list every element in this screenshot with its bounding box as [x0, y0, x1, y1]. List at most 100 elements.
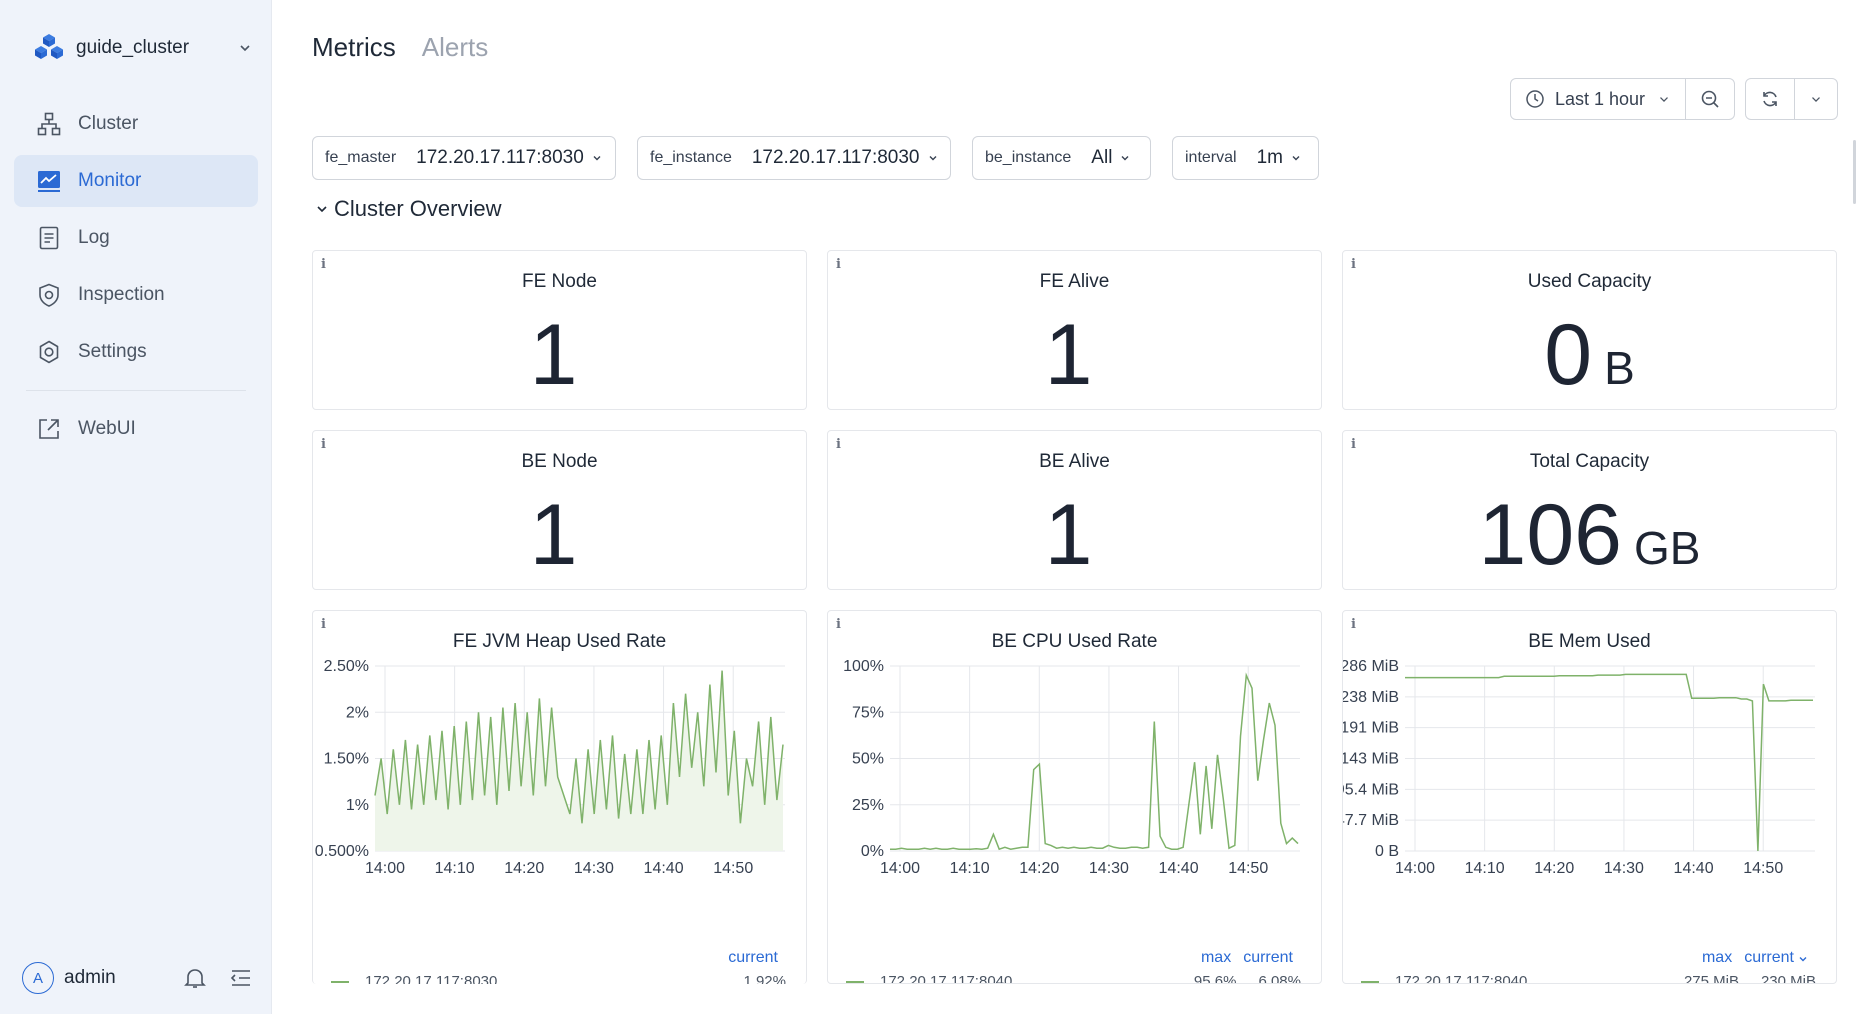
stat-value: 106 GB [1343, 485, 1836, 585]
refresh-button[interactable] [1746, 79, 1794, 119]
y-tick-label: 286 MiB [1343, 658, 1399, 675]
info-icon[interactable]: i [836, 617, 841, 632]
series-line [1405, 673, 1813, 852]
zoom-out-icon [1701, 90, 1719, 108]
user-area: A admin [22, 958, 254, 998]
filter-fe-instance[interactable]: fe_instance 172.20.17.117:8030 [637, 136, 951, 180]
cluster-logo-icon [35, 34, 63, 59]
sidebar-item-log[interactable]: Log [14, 212, 258, 264]
legend-value: 275 MiB [1683, 973, 1739, 984]
info-icon[interactable]: i [1351, 617, 1356, 632]
stat-number: 0 [1544, 307, 1593, 403]
filter-fe-master[interactable]: fe_master 172.20.17.117:8030 [312, 136, 616, 180]
stat-number: 1 [529, 307, 578, 403]
series-line [374, 670, 784, 824]
chevron-down-icon [1292, 156, 1300, 161]
stat-number: 106 [1478, 487, 1623, 583]
chevron-down-icon [929, 156, 936, 161]
legend-col-max[interactable]: max [1200, 949, 1232, 966]
info-icon[interactable]: i [1351, 437, 1356, 452]
avatar[interactable]: A [22, 962, 54, 994]
filter-interval[interactable]: interval 1m [1172, 136, 1319, 180]
legend-series-name: 172.20.17.117:8040 [880, 973, 1013, 984]
legend-row[interactable]: 172.20.17.117:8040 95.6% 6.08% [846, 973, 1301, 984]
info-icon[interactable]: i [836, 257, 841, 272]
x-tick-label: 14:20 [504, 860, 544, 877]
legend-col-current[interactable]: current [1744, 949, 1794, 966]
y-tick-label: 50% [852, 751, 884, 768]
username[interactable]: admin [64, 967, 116, 988]
cluster-switcher[interactable]: guide_cluster [32, 28, 252, 68]
tab-alerts[interactable]: Alerts [421, 32, 489, 62]
x-tick-label: 14:00 [1395, 860, 1435, 877]
legend-col-max[interactable]: max [1701, 949, 1733, 966]
tab-metrics[interactable]: Metrics [312, 32, 396, 62]
info-icon[interactable]: i [321, 617, 326, 632]
chevron-down-icon [1660, 97, 1668, 102]
info-icon[interactable]: i [321, 437, 326, 452]
collapse-menu-icon[interactable] [228, 965, 254, 991]
chevron-down-icon[interactable] [1798, 954, 1808, 964]
x-tick-label: 14:20 [1534, 860, 1574, 877]
panel-title: Total Capacity [1529, 451, 1650, 472]
scrollbar[interactable] [1853, 140, 1856, 204]
shield-icon [39, 283, 59, 307]
filter-be-instance[interactable]: be_instance All [972, 136, 1151, 180]
stat-number: 1 [529, 487, 578, 583]
bell-icon[interactable] [182, 965, 208, 991]
chevron-down-icon [317, 206, 327, 213]
refresh-interval-dropdown[interactable] [1794, 79, 1837, 119]
filter-value: All [1091, 147, 1113, 168]
x-tick-label: 14:00 [365, 860, 405, 877]
clock-icon [1526, 90, 1544, 108]
cluster-name: guide_cluster [76, 37, 190, 58]
series-area [375, 670, 783, 851]
y-tick-label: 143 MiB [1343, 751, 1399, 768]
info-icon[interactable]: i [1351, 257, 1356, 272]
stat-panel: i BE Alive 1 [827, 430, 1322, 590]
legend-row[interactable]: 172.20.17.117:8030 1.92% [331, 973, 786, 984]
legend-row[interactable]: 172.20.17.117:8040 275 MiB 230 MiB [1361, 973, 1816, 984]
top-tabs: Metrics Alerts [312, 32, 488, 63]
chevron-down-icon [1121, 156, 1129, 161]
sidebar-item-cluster[interactable]: Cluster [14, 98, 258, 150]
sidebar-item-webui[interactable]: WebUI [14, 403, 258, 455]
stat-panel: i Total Capacity 106 GB [1342, 430, 1837, 590]
chevron-down-icon [1812, 97, 1820, 102]
panel-title: BE Alive [1039, 451, 1110, 472]
chevron-down-icon [593, 156, 601, 161]
filter-value: 1m [1256, 147, 1283, 168]
y-tick-label: 2% [346, 704, 369, 721]
filter-value: 172.20.17.117:8030 [751, 147, 920, 168]
legend-header: current [728, 949, 778, 967]
sidebar-item-settings[interactable]: Settings [14, 326, 258, 378]
y-tick-label: 191 MiB [1343, 720, 1399, 737]
x-tick-label: 14:50 [1743, 860, 1783, 877]
sidebar-item-monitor[interactable]: Monitor [14, 155, 258, 207]
legend-swatch [1361, 980, 1379, 983]
stat-unit: B [1604, 342, 1635, 394]
y-tick-label: 0 B [1375, 843, 1399, 860]
info-icon[interactable]: i [321, 257, 326, 272]
x-tick-label: 14:50 [1228, 860, 1268, 877]
sidebar-item-label: Settings [78, 341, 147, 362]
legend-col-current[interactable]: current [1243, 949, 1293, 966]
info-icon[interactable]: i [836, 437, 841, 452]
time-range-picker[interactable]: Last 1 hour [1511, 79, 1685, 119]
refresh-icon [1763, 91, 1777, 107]
sidebar-item-inspection[interactable]: Inspection [14, 269, 258, 321]
legend-value: 95.6% [1193, 973, 1237, 984]
legend-col-current[interactable]: current [728, 949, 778, 966]
stat-value: 1 [313, 485, 806, 585]
stat-value: 1 [828, 485, 1321, 585]
x-tick-label: 14:40 [644, 860, 684, 877]
y-tick-label: 2.50% [324, 658, 369, 675]
y-tick-label: 238 MiB [1343, 689, 1399, 706]
x-tick-label: 14:30 [574, 860, 614, 877]
panel-title: FE Node [522, 271, 597, 292]
gear-icon [39, 340, 59, 364]
section-title: Cluster Overview [334, 196, 502, 221]
zoom-out-button[interactable] [1685, 79, 1734, 119]
section-toggle[interactable]: Cluster Overview [316, 196, 501, 222]
